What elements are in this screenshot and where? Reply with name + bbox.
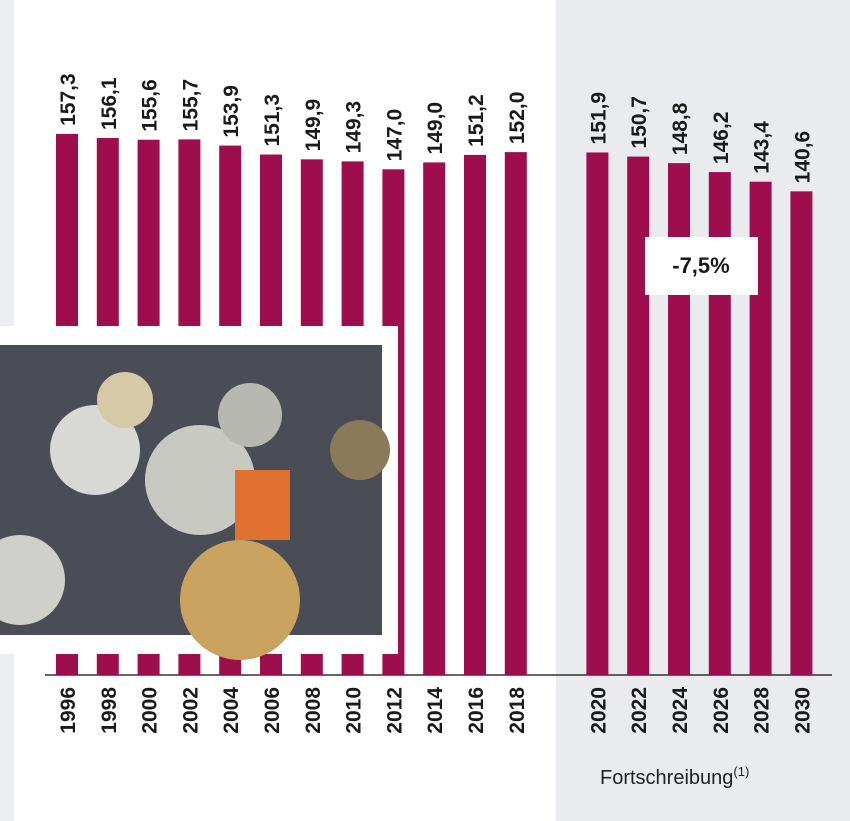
bar [749,181,772,676]
photo-head [0,535,65,625]
projection-label: Fortschreibung(1) [600,764,749,789]
value-label: 149,9 [302,99,325,152]
x-tick-label: 2016 [465,687,488,734]
x-tick-label: 1996 [57,687,80,734]
projection-text: Fortschreibung [600,767,733,789]
x-tick-label: 2000 [139,687,162,734]
value-label: 155,6 [139,79,162,132]
value-label: 149,3 [343,101,366,154]
value-label: 153,9 [220,85,243,138]
x-tick-label: 2012 [383,687,406,734]
photo-jacket [235,470,290,540]
x-tick-label: 1998 [98,687,121,734]
photo-head [50,405,140,495]
photo-head [145,425,255,535]
value-label: 152,0 [506,92,529,145]
photo [0,326,398,660]
value-label: 157,3 [57,73,80,126]
bar [627,156,650,676]
x-tick-label: 2030 [791,687,814,734]
x-tick-label: 2024 [669,687,692,734]
x-tick-label: 2022 [628,687,651,734]
bar [504,152,527,675]
x-tick-label: 2028 [751,687,774,734]
photo-head [330,420,390,480]
bar [423,162,446,675]
x-tick-label: 2006 [261,687,284,734]
value-label: 140,6 [791,131,814,184]
value-label: 151,9 [587,92,610,145]
value-label: 143,4 [751,121,774,174]
value-label: 156,1 [98,77,121,130]
value-label: 150,7 [628,96,651,149]
x-tick-label: 2018 [506,687,529,734]
x-tick-label: 2020 [587,687,610,734]
bar [708,172,731,675]
value-label: 151,2 [465,94,488,147]
x-tick-label: 2010 [343,687,366,734]
x-tick-label: 2008 [302,687,325,734]
annotation: -7,5% [672,253,729,278]
value-label: 149,0 [424,102,447,155]
x-tick-label: 2002 [179,687,202,734]
x-tick-label: 2004 [220,687,243,734]
photo-head [180,540,300,660]
value-label: 151,3 [261,94,284,147]
value-label: 147,0 [383,109,406,162]
bar [464,154,486,675]
value-label: 155,7 [179,79,202,132]
value-label: 146,2 [710,112,733,165]
annotation-box [645,237,758,295]
photo-head [218,383,282,447]
x-tick-label: 2014 [424,687,447,734]
bar [586,152,609,676]
projection-note: (1) [733,764,749,779]
value-label: 148,8 [669,102,692,155]
photo-head [97,372,153,428]
bar [790,191,813,675]
x-tick-label: 2026 [710,687,733,734]
